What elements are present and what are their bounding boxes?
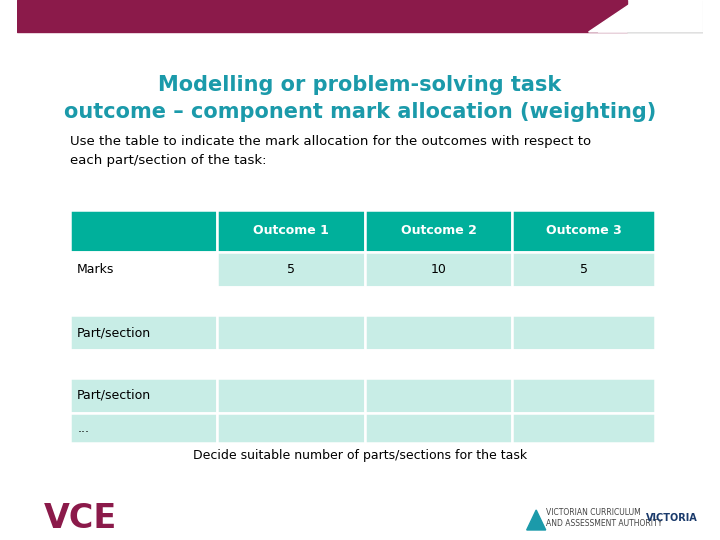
Text: Outcome 3: Outcome 3 xyxy=(546,225,621,238)
Text: VICTORIAN CURRICULUM
AND ASSESSMENT AUTHORITY: VICTORIAN CURRICULUM AND ASSESSMENT AUTH… xyxy=(546,508,662,529)
Bar xyxy=(70,378,217,413)
Polygon shape xyxy=(626,0,703,32)
Bar xyxy=(70,252,217,287)
Text: Modelling or problem-solving task: Modelling or problem-solving task xyxy=(158,75,562,95)
Text: Decide suitable number of parts/sections for the task: Decide suitable number of parts/sections… xyxy=(193,449,527,462)
Text: Outcome 1: Outcome 1 xyxy=(253,225,329,238)
Text: 5: 5 xyxy=(287,263,295,276)
Text: 5: 5 xyxy=(580,263,588,276)
Bar xyxy=(365,378,513,413)
Bar xyxy=(513,287,655,315)
Bar xyxy=(513,413,655,443)
Bar xyxy=(70,315,217,350)
Bar xyxy=(513,315,655,350)
Bar xyxy=(513,210,655,252)
Bar xyxy=(513,378,655,413)
Text: 10: 10 xyxy=(431,263,446,276)
Bar xyxy=(217,287,365,315)
Bar xyxy=(17,0,626,32)
Polygon shape xyxy=(526,510,546,530)
Bar xyxy=(365,350,513,378)
Bar xyxy=(365,413,513,443)
Bar xyxy=(513,350,655,378)
Bar xyxy=(70,287,217,315)
Text: Outcome 2: Outcome 2 xyxy=(400,225,477,238)
Bar xyxy=(217,315,365,350)
Text: Part/section: Part/section xyxy=(77,326,151,339)
Bar xyxy=(365,315,513,350)
Bar xyxy=(365,252,513,287)
Text: Marks: Marks xyxy=(77,263,114,276)
Bar xyxy=(217,210,365,252)
Bar xyxy=(217,252,365,287)
Bar xyxy=(70,350,217,378)
Bar xyxy=(365,210,513,252)
Text: ...: ... xyxy=(77,422,89,435)
Text: VICTORIA: VICTORIA xyxy=(646,513,698,523)
Bar xyxy=(217,378,365,413)
Bar xyxy=(513,252,655,287)
Bar xyxy=(365,287,513,315)
Text: VCE: VCE xyxy=(44,502,117,535)
Bar xyxy=(217,413,365,443)
Text: Part/section: Part/section xyxy=(77,389,151,402)
Text: Use the table to indicate the mark allocation for the outcomes with respect to
e: Use the table to indicate the mark alloc… xyxy=(70,135,590,167)
Bar xyxy=(217,350,365,378)
Bar xyxy=(70,210,217,252)
Polygon shape xyxy=(588,0,703,32)
Text: outcome – component mark allocation (weighting): outcome – component mark allocation (wei… xyxy=(64,102,656,122)
Bar xyxy=(70,413,217,443)
Polygon shape xyxy=(598,0,665,32)
